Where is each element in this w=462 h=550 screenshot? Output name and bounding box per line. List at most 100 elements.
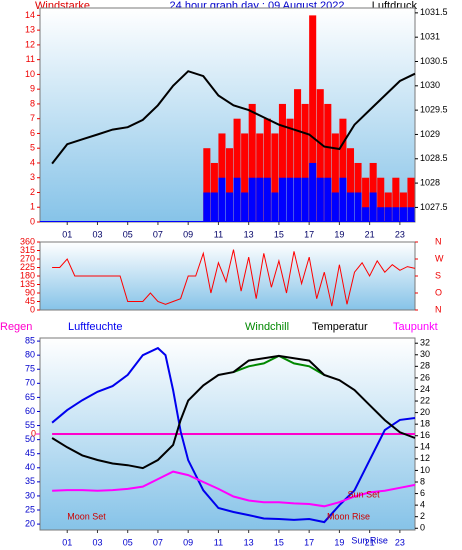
y3-tick-label: 0 (31, 428, 36, 438)
wind-bar (324, 177, 332, 222)
series-line (51, 354, 416, 470)
y-tick-label: 20 (25, 518, 35, 528)
wind-bar (225, 148, 234, 222)
y-tick-label: 14 (25, 10, 35, 20)
y-tick-label: 50 (25, 434, 35, 444)
y-tick-label: 12 (25, 39, 35, 49)
series-line (51, 70, 416, 165)
y2-tick-label: 10 (420, 465, 430, 475)
y-tick-label: 70 (25, 378, 35, 388)
x-tick-label: 07 (153, 537, 163, 547)
wind-bar (203, 148, 211, 222)
y2-tick-label: S (435, 270, 441, 280)
legend-entry: Regen (0, 321, 32, 333)
y2-tick-label: 1029 (420, 129, 440, 139)
x-tick-label: 23 (395, 229, 405, 239)
x-tick-label: 13 (244, 229, 254, 239)
wind-bar (225, 192, 234, 222)
y-tick-label: 45 (25, 448, 35, 458)
annotation: Moon Rise (327, 511, 370, 521)
wind-bar (377, 207, 385, 222)
wind-bar (316, 177, 324, 222)
x-tick-label: 11 (214, 537, 223, 547)
wind-bar (324, 103, 332, 222)
y2-tick-label: 0 (420, 523, 425, 533)
y-tick-label: 5 (30, 143, 35, 153)
y-tick-label: 0 (30, 216, 35, 226)
wind-bar (278, 103, 286, 222)
y-tick-label: 3 (30, 172, 35, 182)
wind-bar (384, 207, 392, 222)
series-line (52, 470, 416, 508)
wind-bar (339, 118, 347, 222)
wind-bar (399, 207, 407, 222)
y2-tick-label: 28 (420, 361, 430, 371)
legend-entry: Luftfeuchte (68, 321, 122, 333)
wind-bar (331, 192, 339, 222)
wind-bar (294, 177, 302, 222)
wind-bar (203, 192, 211, 222)
y2-tick-label: 1030.5 (420, 56, 448, 66)
wind-bar (248, 103, 256, 222)
wind-bar (263, 177, 271, 222)
wind-bar (218, 177, 226, 222)
wind-bar (241, 192, 249, 222)
wind-bar (331, 133, 339, 222)
x-tick-label: 11 (214, 229, 223, 239)
x-tick-label: 21 (365, 229, 375, 239)
wind-bar (369, 192, 377, 222)
y-tick-label: 270 (20, 253, 35, 263)
annotation: Moon Set (67, 511, 106, 521)
wind-bar (316, 89, 324, 222)
y-tick-label: 10 (25, 69, 35, 79)
wind-bar (407, 207, 415, 222)
y-tick-label: 1 (30, 202, 35, 212)
series-line (51, 346, 416, 524)
wind-bar (294, 89, 302, 222)
wind-bar (339, 177, 347, 222)
wind-bar (309, 162, 317, 222)
y-tick-label: 25 (25, 504, 35, 514)
y-tick-label: 225 (20, 262, 35, 272)
y-tick-label: 180 (20, 270, 35, 280)
y-tick-label: 85 (25, 335, 35, 345)
y2-tick-label: 14 (420, 442, 430, 452)
y-tick-label: 80 (25, 350, 35, 360)
y-tick-label: 360 (20, 236, 35, 246)
wind-bar (354, 192, 362, 222)
x-tick-label: 15 (274, 229, 284, 239)
y-tick-label: 65 (25, 392, 35, 402)
y2-tick-label: 1027.5 (420, 202, 448, 212)
pressure-label: Luftdruck (372, 0, 418, 12)
y-tick-label: 13 (25, 25, 35, 35)
y2-tick-label: 24 (420, 384, 430, 394)
y2-tick-label: 16 (420, 430, 430, 440)
wind-bar (233, 177, 241, 222)
y-tick-label: 90 (25, 287, 35, 297)
wind-bar (271, 192, 279, 222)
x-tick-label: 01 (62, 229, 72, 239)
y-tick-label: 2 (30, 187, 35, 197)
y-tick-label: 75 (25, 364, 35, 374)
y2-tick-label: 1029.5 (420, 105, 448, 115)
y2-tick-label: N (435, 304, 442, 314)
x-tick-label: 17 (304, 229, 314, 239)
x-tick-label: 03 (92, 537, 102, 547)
y-tick-label: 30 (25, 490, 35, 500)
wind-bar (241, 133, 249, 222)
x-tick-label: 07 (153, 229, 163, 239)
y-tick-label: 0 (30, 304, 35, 314)
wind-bar (309, 15, 317, 223)
wind-bar (271, 133, 279, 222)
y-tick-label: 60 (25, 406, 35, 416)
series-line (52, 249, 416, 307)
y2-tick-label: 18 (420, 419, 430, 429)
y-tick-label: 55 (25, 420, 35, 430)
y-tick-label: 40 (25, 462, 35, 472)
annotation: Sun Rise (351, 535, 388, 545)
x-tick-label: 13 (244, 537, 254, 547)
x-tick-label: 19 (334, 229, 344, 239)
y2-tick-label: 1031 (420, 32, 440, 42)
x-tick-label: 09 (183, 229, 193, 239)
y-tick-label: 6 (30, 128, 35, 138)
